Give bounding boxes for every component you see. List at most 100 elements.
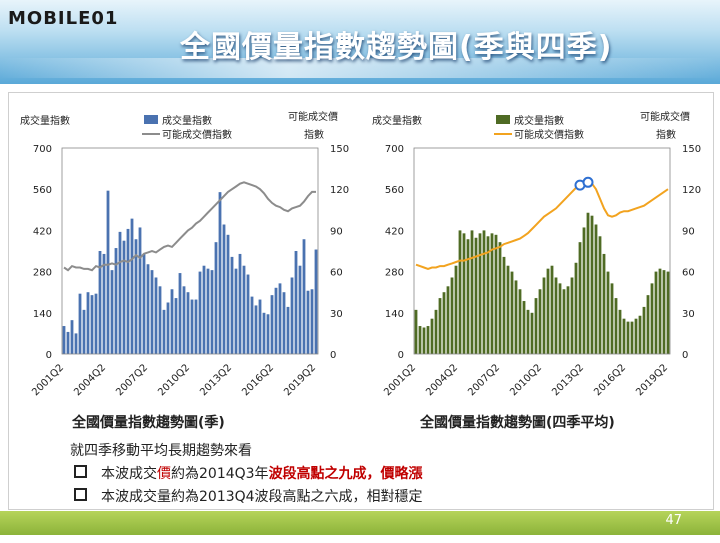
bar [622, 318, 626, 354]
bar [430, 318, 434, 354]
y2-tick-label: 60 [682, 268, 695, 279]
bar [654, 271, 658, 354]
bar [446, 286, 450, 354]
bar [538, 289, 542, 354]
bar [102, 253, 106, 354]
bar [290, 277, 294, 354]
bar [554, 277, 558, 354]
y2-axis-label-line2: 指數 [304, 128, 324, 141]
y2-axis-label-line1: 可能成交價 [640, 110, 690, 123]
bar [90, 295, 94, 354]
x-tick-label: 2019Q2 [282, 362, 318, 398]
bar [522, 301, 526, 354]
y-tick-label: 560 [33, 185, 52, 196]
bar [94, 293, 98, 354]
x-tick-label: 2016Q2 [240, 362, 276, 398]
bar [110, 270, 114, 354]
bar [626, 321, 630, 354]
y2-tick-label: 30 [330, 309, 343, 320]
y2-tick-label: 0 [682, 350, 688, 361]
y2-tick-label: 60 [330, 268, 343, 279]
bar [546, 268, 550, 354]
bar [162, 309, 166, 354]
bar [530, 312, 534, 354]
bullet-price-text-c: 約為2014Q3年 [171, 466, 269, 482]
y2-tick-label: 150 [682, 144, 701, 155]
bar [570, 277, 574, 354]
bar [206, 268, 210, 354]
bar [154, 277, 158, 354]
y2-tick-label: 90 [330, 226, 343, 237]
bar [618, 309, 622, 354]
highlight-marker [582, 176, 594, 188]
x-tick-label: 2004Q2 [424, 362, 460, 398]
bar [234, 268, 238, 354]
bar [586, 212, 590, 354]
bar [134, 239, 138, 354]
y2-tick-label: 90 [682, 226, 695, 237]
bar [218, 192, 222, 354]
bar [98, 251, 102, 354]
x-tick-label: 2019Q2 [634, 362, 670, 398]
bar [534, 298, 538, 354]
bar [650, 283, 654, 354]
bar [514, 280, 518, 354]
bar [506, 265, 510, 354]
bar [242, 265, 246, 354]
bar [498, 242, 502, 354]
bar [182, 286, 186, 354]
bar [82, 309, 86, 354]
bar [646, 295, 650, 354]
bar [458, 230, 462, 354]
bar [630, 321, 634, 354]
bar [438, 298, 442, 354]
y2-tick-label: 120 [330, 185, 349, 196]
bar [614, 298, 618, 354]
bar [642, 306, 646, 354]
bar [238, 253, 242, 354]
bar [266, 314, 270, 354]
bullet-price: 本波成交價約為2014Q3年波段高點之九成，價略漲 [74, 463, 423, 483]
summary-intro: 就四季移動平均長期趨勢來看 [70, 443, 252, 459]
legend-line-label: 可能成交價指數 [162, 128, 232, 141]
bar [558, 283, 562, 354]
bullet-volume: 本波成交量約為2013Q4波段高點之六成，相對穩定 [74, 486, 423, 506]
y-tick-label: 420 [33, 226, 52, 237]
y2-tick-label: 120 [682, 185, 701, 196]
bar [278, 283, 282, 354]
y-tick-label: 140 [385, 309, 404, 320]
x-tick-label: 2010Q2 [156, 362, 192, 398]
bar [222, 224, 226, 354]
bar [62, 326, 66, 354]
bar [106, 190, 110, 354]
bar [482, 230, 486, 354]
bar [142, 253, 146, 354]
legend-bar-label: 成交量指數 [162, 114, 212, 127]
bar [474, 237, 478, 354]
bar [562, 289, 566, 354]
y-tick-label: 420 [385, 226, 404, 237]
x-tick-label: 2007Q2 [114, 362, 150, 398]
bar [494, 234, 498, 354]
bullet-volume-text: 本波成交量約為2013Q4波段高點之六成，相對穩定 [101, 489, 423, 505]
bar [194, 299, 198, 354]
bar [226, 234, 230, 354]
bar [518, 289, 522, 354]
footer-bar: 47 [0, 511, 720, 535]
bar [174, 298, 178, 354]
bar [450, 277, 454, 354]
bar [418, 326, 422, 354]
bar [442, 292, 446, 354]
bar [286, 306, 290, 354]
x-tick-label: 2013Q2 [550, 362, 586, 398]
bar [526, 309, 530, 354]
bar [138, 227, 142, 354]
page-title: 全國價量指數趨勢圖(季與四季) [180, 30, 613, 65]
bar [250, 296, 254, 354]
left-chart: 成交量指數 可能成交價指數成交量指數可能成交價指數7005604202801400… [20, 110, 349, 398]
y2-tick-label: 150 [330, 144, 349, 155]
y2-tick-label: 0 [330, 350, 336, 361]
x-tick-label: 2010Q2 [508, 362, 544, 398]
bar [610, 283, 614, 354]
bar [590, 215, 594, 354]
